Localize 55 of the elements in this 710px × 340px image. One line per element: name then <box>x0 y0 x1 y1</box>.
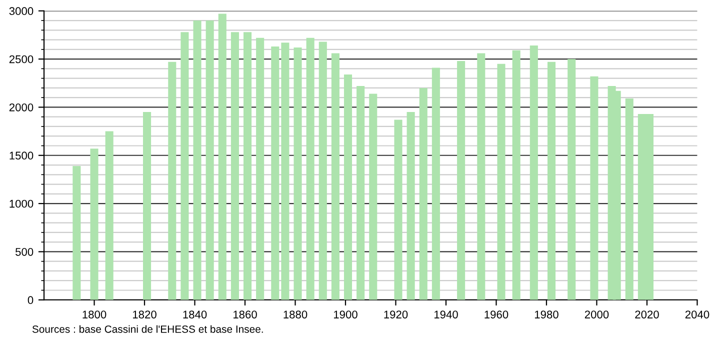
bar <box>243 32 252 300</box>
source-note: Sources : base Cassini de l'EHESS et base Insee. <box>32 325 263 333</box>
bar <box>90 148 98 300</box>
bar <box>105 131 114 300</box>
bar <box>394 120 402 300</box>
bar <box>193 20 202 300</box>
y-tick-label: 1500 <box>10 152 34 160</box>
bar <box>590 76 598 300</box>
y-tick-label: 3000 <box>9 7 34 16</box>
bar <box>168 62 176 300</box>
bar <box>419 88 428 300</box>
bar <box>497 64 506 300</box>
bar <box>206 20 214 300</box>
bar <box>143 112 152 300</box>
bar <box>432 68 440 300</box>
x-tick-label: 1840 <box>183 310 207 318</box>
bar <box>547 62 556 300</box>
bar <box>331 53 340 300</box>
bar <box>344 74 352 300</box>
bar <box>477 53 486 300</box>
x-tick-label: 1880 <box>284 310 308 318</box>
x-tick-label: 1860 <box>233 310 257 318</box>
x-tick-label: 2000 <box>584 310 609 318</box>
bar <box>530 46 538 300</box>
y-tick-label: 1000 <box>10 200 34 208</box>
y-tick-label: 2000 <box>9 103 34 112</box>
y-tick-label: 500 <box>16 248 34 256</box>
bar <box>369 94 378 300</box>
x-tick-label: 1820 <box>133 310 156 318</box>
bar <box>318 42 327 300</box>
bar <box>281 42 290 300</box>
x-tick-label: 1960 <box>484 310 508 318</box>
y-tick-label: 0 <box>28 296 34 304</box>
bar <box>218 14 226 300</box>
bar <box>568 59 576 300</box>
bar <box>512 50 520 300</box>
bar <box>457 60 466 300</box>
x-tick-label: 1940 <box>434 310 458 318</box>
bar <box>356 86 365 300</box>
bar <box>294 47 302 300</box>
bar <box>625 98 634 300</box>
y-tick-label: 2500 <box>9 55 34 64</box>
bar <box>256 38 264 300</box>
x-tick-label: 1800 <box>82 310 106 318</box>
bar <box>406 112 415 300</box>
x-tick-label: 1980 <box>534 310 558 318</box>
bar <box>72 166 81 300</box>
bar <box>180 32 189 300</box>
bar <box>306 38 314 300</box>
x-tick-label: 1920 <box>384 310 408 318</box>
bar <box>271 46 280 300</box>
x-tick-label: 1900 <box>334 310 358 318</box>
x-tick-label: 2040 <box>685 310 710 318</box>
bar <box>230 32 239 300</box>
x-tick-label: 2020 <box>635 310 659 318</box>
